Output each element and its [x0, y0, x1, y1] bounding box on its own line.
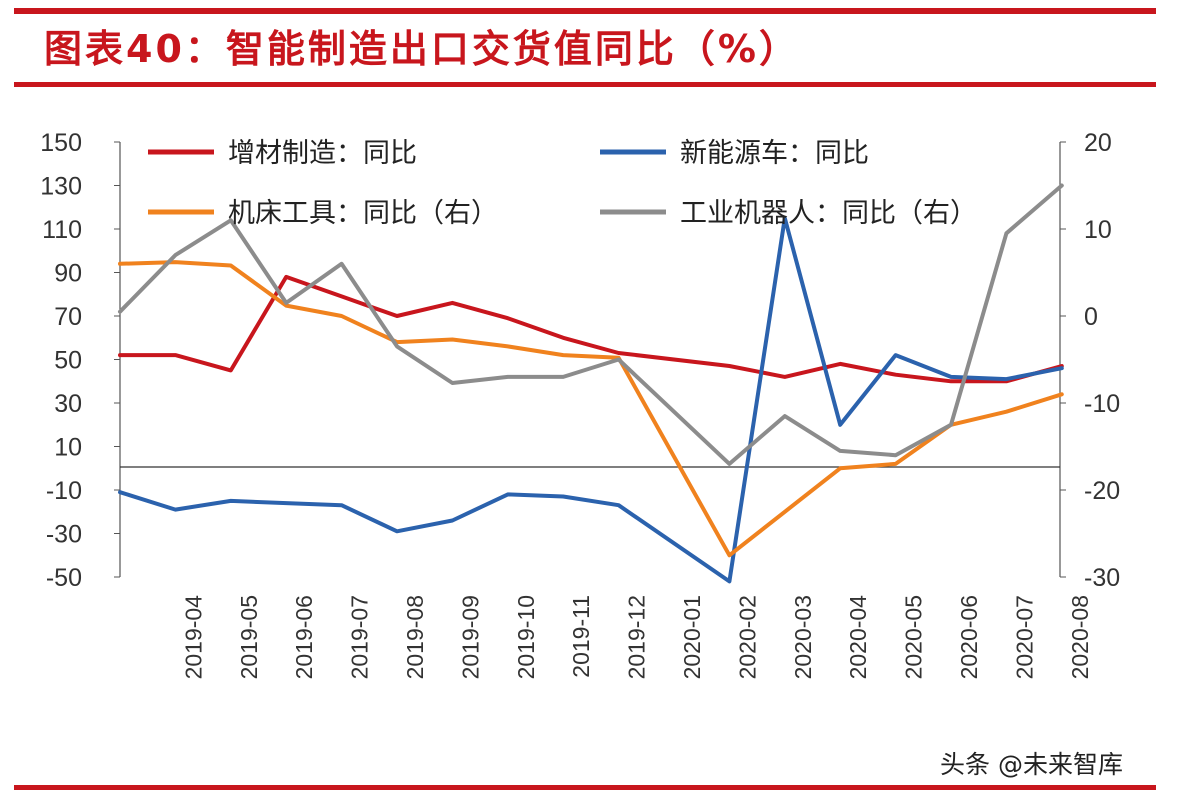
- left-tick-label: -50: [46, 564, 82, 592]
- x-tick-label: 2019-08: [402, 595, 428, 679]
- x-tick-label: 2019-06: [291, 595, 317, 679]
- watermark: 头条 @未来智库: [940, 750, 1123, 779]
- x-tick-label: 2020-07: [1011, 595, 1037, 679]
- legend-label: 新能源车：同比: [680, 138, 869, 169]
- bottom-rule: [14, 785, 1156, 790]
- series-line-0: [118, 274, 1064, 384]
- right-tick-label: -30: [1084, 564, 1120, 592]
- left-tick-label: -30: [46, 521, 82, 549]
- x-tick-label: 2019-04: [180, 595, 206, 680]
- series-line-2: [118, 260, 1064, 558]
- chart-title: 图表40：智能制造出口交货值同比（%）: [44, 27, 800, 71]
- right-tick-label: -10: [1084, 390, 1120, 418]
- x-tick-label: 2019-11: [568, 595, 594, 678]
- left-tick-label: 150: [40, 129, 82, 157]
- x-tick-label: 2019-07: [347, 595, 373, 679]
- right-tick-label: -20: [1084, 477, 1120, 505]
- left-tick-label: 90: [54, 260, 82, 288]
- x-tick-label: 2019-05: [236, 595, 262, 679]
- right-tick-label: 20: [1084, 129, 1112, 157]
- x-tick-label: 2020-06: [956, 595, 982, 679]
- x-tick-label: 2020-08: [1067, 595, 1093, 679]
- axes: 150 130 110 90 70 50 30 10 -10 -30 -50 20 10 0 -10 -20 -…: [40, 129, 1120, 679]
- top-rule: [14, 8, 1156, 14]
- left-tick-label: 10: [54, 434, 82, 462]
- left-tick-label: 50: [54, 347, 82, 375]
- x-tick-label: 2019-09: [457, 595, 483, 679]
- x-tick-label: 2020-02: [734, 595, 760, 679]
- x-tick-label: 2020-03: [790, 595, 816, 679]
- legend-label: 增材制造：同比: [228, 138, 417, 169]
- series-line-3: [118, 183, 1064, 466]
- left-tick-label: -10: [46, 477, 82, 505]
- x-tick-label: 2020-01: [679, 595, 705, 679]
- left-tick-label: 130: [40, 173, 82, 201]
- left-tick-label: 30: [54, 390, 82, 418]
- title-underline: [14, 82, 1156, 87]
- x-tick-label: 2020-04: [845, 595, 871, 680]
- left-tick-label: 70: [54, 303, 82, 331]
- legend-label: 机床工具：同比（右）: [228, 198, 498, 229]
- x-tick-label: 2020-05: [901, 595, 927, 679]
- series-line-1: [118, 216, 1064, 584]
- series-lines: [118, 183, 1064, 584]
- right-tick-label: 10: [1084, 216, 1112, 244]
- left-tick-label: 110: [42, 216, 82, 244]
- x-tick-label: 2019-12: [624, 595, 650, 679]
- right-tick-label: 0: [1084, 303, 1098, 331]
- x-tick-label: 2019-10: [513, 595, 539, 679]
- legend-label: 工业机器人：同比（右）: [680, 198, 977, 229]
